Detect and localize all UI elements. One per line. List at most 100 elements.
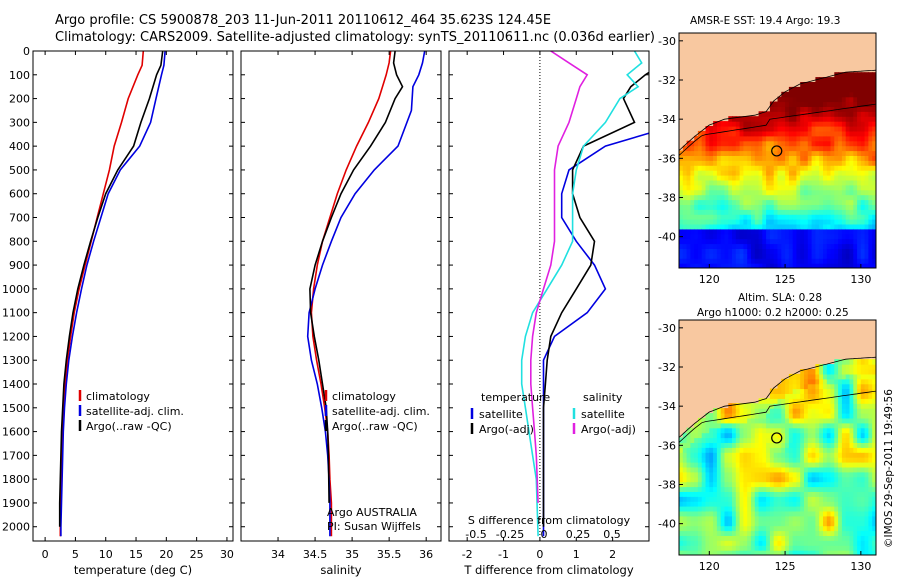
map-cell — [800, 155, 805, 161]
map-cell — [830, 253, 835, 259]
map-cell — [853, 530, 858, 536]
map-cell — [857, 417, 862, 424]
map-cell — [751, 422, 756, 429]
map-cell — [864, 369, 869, 375]
map-cell — [796, 258, 801, 264]
map-cell — [735, 238, 741, 245]
map-cell — [872, 432, 876, 439]
map-cell — [682, 233, 688, 240]
map-cell — [857, 219, 862, 225]
map-cell — [747, 427, 752, 434]
map-cell — [815, 535, 820, 541]
map-cell — [834, 155, 839, 161]
map-cell — [834, 383, 839, 390]
map-cell — [781, 233, 786, 240]
map-cell — [830, 540, 835, 546]
map-cell — [701, 175, 707, 181]
map-cell — [735, 457, 741, 463]
map-cell — [758, 525, 763, 532]
map-cell — [804, 194, 809, 201]
map-cell — [781, 378, 786, 385]
map-cell — [697, 417, 703, 424]
map-cell — [872, 170, 876, 176]
map-cell — [804, 413, 809, 419]
map-cell — [872, 219, 876, 225]
map-cell — [860, 422, 866, 429]
map-cell — [694, 204, 699, 210]
map-cell — [743, 121, 748, 127]
map-cell — [815, 520, 820, 527]
map-cell — [781, 417, 786, 424]
map-cell — [724, 471, 729, 478]
map-cell — [705, 442, 710, 448]
map-cell — [762, 427, 767, 434]
map-cell — [853, 520, 858, 527]
map-cell — [697, 476, 703, 483]
map-cell — [690, 506, 695, 512]
map-cell — [743, 150, 748, 156]
map-cell — [796, 496, 801, 502]
map-cell — [694, 501, 699, 507]
map-cell — [819, 452, 824, 458]
map-cell — [682, 481, 688, 488]
map-cell — [781, 140, 786, 147]
map-cell — [857, 413, 862, 419]
map-cell — [841, 437, 847, 443]
map-cell — [807, 427, 813, 434]
map-cell — [713, 238, 718, 245]
map-cell — [713, 145, 718, 152]
map-cell — [701, 253, 707, 259]
map-cell — [762, 214, 767, 220]
map-cell — [860, 101, 866, 107]
map-cell — [773, 243, 779, 249]
map-cell — [720, 413, 726, 419]
map-cell — [751, 525, 756, 532]
map-cell — [830, 442, 835, 448]
map-cell — [868, 496, 873, 502]
map-cell — [800, 219, 805, 225]
map-cell — [705, 452, 710, 458]
map-cell — [705, 466, 710, 473]
map-cell — [800, 238, 805, 245]
map-cell — [724, 179, 729, 186]
map-cell — [819, 530, 824, 536]
map-cell — [792, 145, 798, 152]
map-cell — [788, 116, 794, 122]
map-cell — [785, 179, 790, 186]
map-cell — [739, 145, 744, 152]
map-cell — [724, 417, 729, 424]
map-cell — [800, 417, 805, 424]
map-cell — [823, 501, 828, 507]
map-cell — [705, 540, 710, 546]
map-cell — [709, 530, 714, 536]
map-cell — [728, 501, 733, 507]
map-cell — [860, 491, 866, 497]
map-cell — [826, 422, 832, 429]
map-cell — [758, 121, 763, 127]
map-cell — [686, 515, 691, 522]
map-cell — [853, 373, 858, 380]
map-cell — [845, 199, 851, 205]
map-cell — [830, 228, 835, 235]
map-cell — [834, 243, 839, 249]
map-cell — [788, 393, 794, 399]
map-cell — [728, 471, 733, 478]
map-cell — [781, 520, 786, 527]
map-cell — [720, 432, 726, 439]
map-cell — [701, 442, 707, 448]
map-cell — [845, 130, 851, 137]
map-cell — [826, 106, 832, 112]
map-cell — [826, 199, 832, 205]
map-cell — [766, 442, 771, 448]
map-cell — [800, 535, 805, 541]
map-cell — [857, 452, 862, 458]
map-cell — [735, 130, 741, 137]
map-cell — [841, 540, 847, 546]
map-cell — [705, 140, 710, 147]
map-cell — [728, 432, 733, 439]
map-cell — [694, 496, 699, 502]
map-cell — [792, 194, 798, 201]
map-cell — [823, 427, 828, 434]
map-cell — [841, 442, 847, 448]
map-cell — [815, 121, 820, 127]
